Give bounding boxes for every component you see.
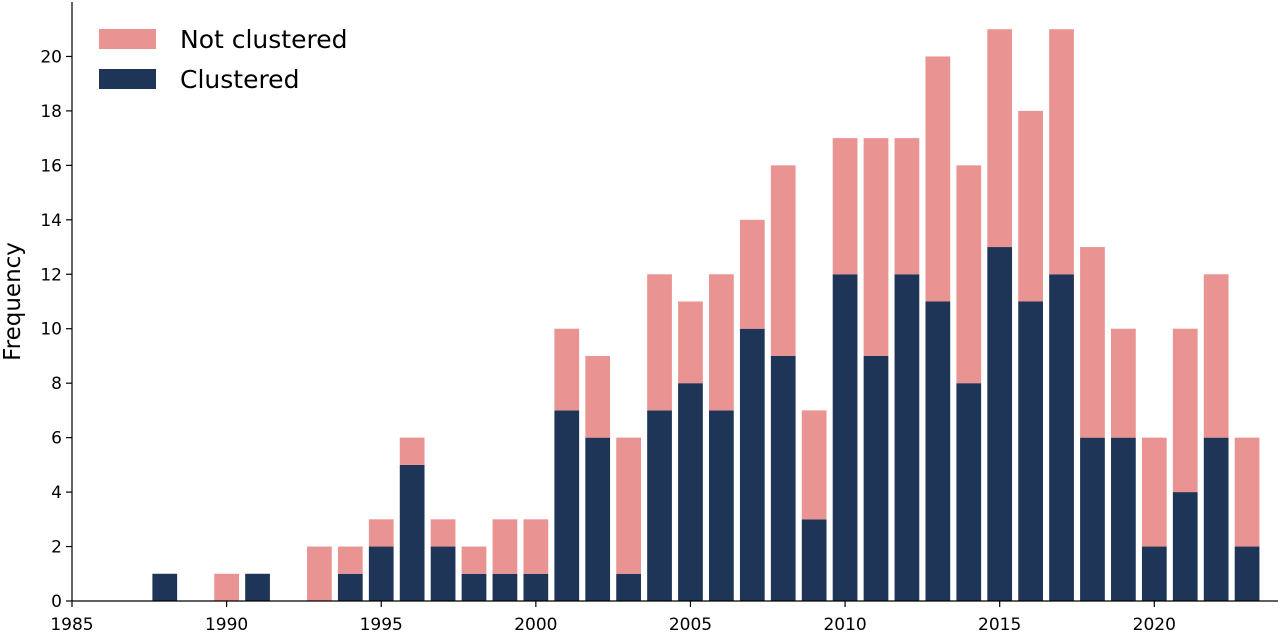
- legend: Not clustered Clustered: [99, 25, 347, 94]
- bar-not-clustered-2000: [523, 519, 549, 574]
- legend-swatch-clustered: [99, 69, 156, 89]
- bar-clustered-2009: [801, 519, 827, 601]
- bar-clustered-2008: [770, 355, 796, 601]
- bar-not-clustered-2006: [709, 274, 734, 411]
- bar-clustered-2007: [739, 328, 765, 601]
- bar-clustered-2003: [616, 573, 641, 601]
- bar-not-clustered-1994: [337, 546, 363, 574]
- x-tick-label-1990: 1990: [205, 615, 248, 633]
- bar-clustered-2004: [647, 410, 672, 601]
- bar-not-clustered-2022: [1203, 274, 1229, 438]
- bar-clustered-2015: [987, 247, 1013, 601]
- bar-clustered-2023: [1234, 546, 1260, 601]
- bar-not-clustered-2020: [1141, 437, 1167, 547]
- bar-not-clustered-2016: [1018, 110, 1043, 302]
- bar-clustered-2014: [956, 383, 982, 601]
- bar-clustered-2001: [554, 410, 580, 601]
- y-tick-label-4: 4: [51, 483, 62, 503]
- y-tick-label-6: 6: [51, 429, 62, 449]
- x-tick-label-2005: 2005: [669, 615, 712, 633]
- legend-label-not-clustered: Not clustered: [180, 25, 347, 54]
- y-tick-label-18: 18: [40, 102, 62, 122]
- bar-not-clustered-2018: [1080, 247, 1105, 438]
- bar-clustered-2018: [1080, 437, 1105, 601]
- bar-clustered-2020: [1141, 546, 1167, 601]
- bar-clustered-2022: [1203, 437, 1229, 601]
- bar-not-clustered-1999: [492, 519, 518, 574]
- bar-not-clustered-2001: [554, 328, 580, 411]
- y-tick-label-20: 20: [40, 47, 62, 67]
- bar-not-clustered-2004: [647, 274, 672, 411]
- x-tick-label-2020: 2020: [1133, 615, 1176, 633]
- bars-group: [152, 29, 1260, 601]
- bar-not-clustered-2017: [1049, 29, 1074, 275]
- bar-not-clustered-2003: [616, 437, 641, 574]
- bar-not-clustered-2002: [585, 355, 611, 438]
- bar-not-clustered-2008: [770, 165, 796, 356]
- bar-clustered-2006: [709, 410, 734, 601]
- bar-clustered-2011: [863, 355, 889, 601]
- bar-not-clustered-2015: [987, 29, 1013, 248]
- axes-group: [71, 2, 1278, 602]
- x-tick-label-1995: 1995: [360, 615, 403, 633]
- y-ticks-group: 0 2 4 6 8 10 12 14 16 18 20: [40, 47, 72, 612]
- bar-clustered-2000: [523, 573, 549, 601]
- bar-not-clustered-2009: [801, 410, 827, 520]
- y-tick-label-0: 0: [51, 592, 62, 612]
- y-tick-label-2: 2: [51, 538, 62, 558]
- x-tick-label-1985: 1985: [50, 615, 93, 633]
- bar-clustered-2019: [1111, 437, 1136, 601]
- bar-not-clustered-2023: [1234, 437, 1260, 547]
- bar-clustered-2016: [1018, 301, 1043, 601]
- x-tick-label-2010: 2010: [823, 615, 866, 633]
- x-ticks-group: 1985 1990 1995 2000 2005 2010 2015 2020: [50, 601, 1176, 633]
- y-axis-label: Frequency: [0, 242, 26, 361]
- bar-clustered-2021: [1172, 492, 1198, 601]
- bar-clustered-1999: [492, 573, 518, 601]
- y-tick-label-8: 8: [51, 374, 62, 394]
- bar-clustered-2017: [1049, 274, 1074, 601]
- bar-clustered-1998: [461, 573, 487, 601]
- bar-clustered-1991: [245, 573, 270, 601]
- y-tick-label-10: 10: [40, 320, 62, 340]
- bar-not-clustered-1993: [307, 546, 332, 601]
- y-tick-label-12: 12: [40, 265, 62, 285]
- legend-swatch-not-clustered: [99, 29, 156, 49]
- bar-not-clustered-2007: [739, 219, 765, 329]
- bar-not-clustered-1990: [214, 573, 239, 601]
- bar-not-clustered-2019: [1111, 328, 1136, 438]
- bar-clustered-1996: [399, 464, 425, 601]
- x-tick-label-2000: 2000: [514, 615, 557, 633]
- y-tick-label-14: 14: [40, 211, 62, 231]
- bar-not-clustered-2012: [894, 138, 920, 275]
- bar-clustered-1988: [152, 573, 178, 601]
- bar-not-clustered-2005: [678, 301, 703, 384]
- bar-clustered-2012: [894, 274, 920, 601]
- legend-label-clustered: Clustered: [180, 65, 299, 94]
- bar-clustered-2013: [925, 301, 951, 601]
- bar-clustered-1994: [337, 573, 363, 601]
- bar-not-clustered-1997: [430, 519, 456, 547]
- bar-clustered-2005: [678, 383, 703, 601]
- bar-not-clustered-1996: [399, 437, 425, 465]
- bar-clustered-2010: [832, 274, 858, 601]
- bar-not-clustered-2013: [925, 56, 951, 302]
- y-tick-label-16: 16: [40, 156, 62, 176]
- bar-not-clustered-2014: [956, 165, 982, 384]
- bar-not-clustered-1995: [368, 519, 394, 547]
- bar-clustered-1995: [368, 546, 394, 601]
- bar-clustered-2002: [585, 437, 611, 601]
- bar-not-clustered-2011: [863, 138, 889, 356]
- x-tick-label-2015: 2015: [978, 615, 1021, 633]
- bar-not-clustered-2010: [832, 138, 858, 275]
- bar-not-clustered-1998: [461, 546, 487, 574]
- bar-clustered-1997: [430, 546, 456, 601]
- bar-not-clustered-2021: [1172, 328, 1198, 493]
